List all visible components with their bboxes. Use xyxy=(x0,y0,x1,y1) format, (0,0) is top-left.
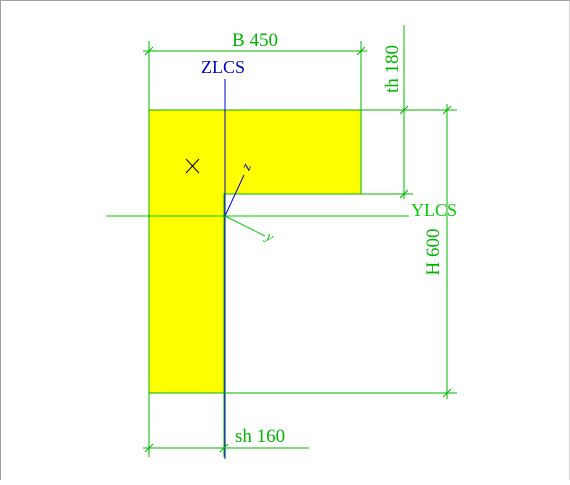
ylcs-label: YLCS xyxy=(411,200,457,220)
section-shape xyxy=(148,109,362,394)
width-label: B 450 xyxy=(232,30,278,51)
local-y-axis-line xyxy=(224,215,266,237)
dimension-height xyxy=(224,104,457,399)
dimension-width xyxy=(143,41,367,110)
height-label: H 600 xyxy=(423,229,444,276)
local-y-label: y xyxy=(261,228,276,245)
web-thickness-label: sh 160 xyxy=(235,426,285,447)
flange-thickness-label: th 180 xyxy=(382,45,403,93)
zlcs-label: ZLCS xyxy=(201,57,245,77)
centroid-marker-icon xyxy=(185,158,200,174)
local-z-axis-line xyxy=(224,174,245,217)
dimension-web-thickness xyxy=(143,393,309,457)
